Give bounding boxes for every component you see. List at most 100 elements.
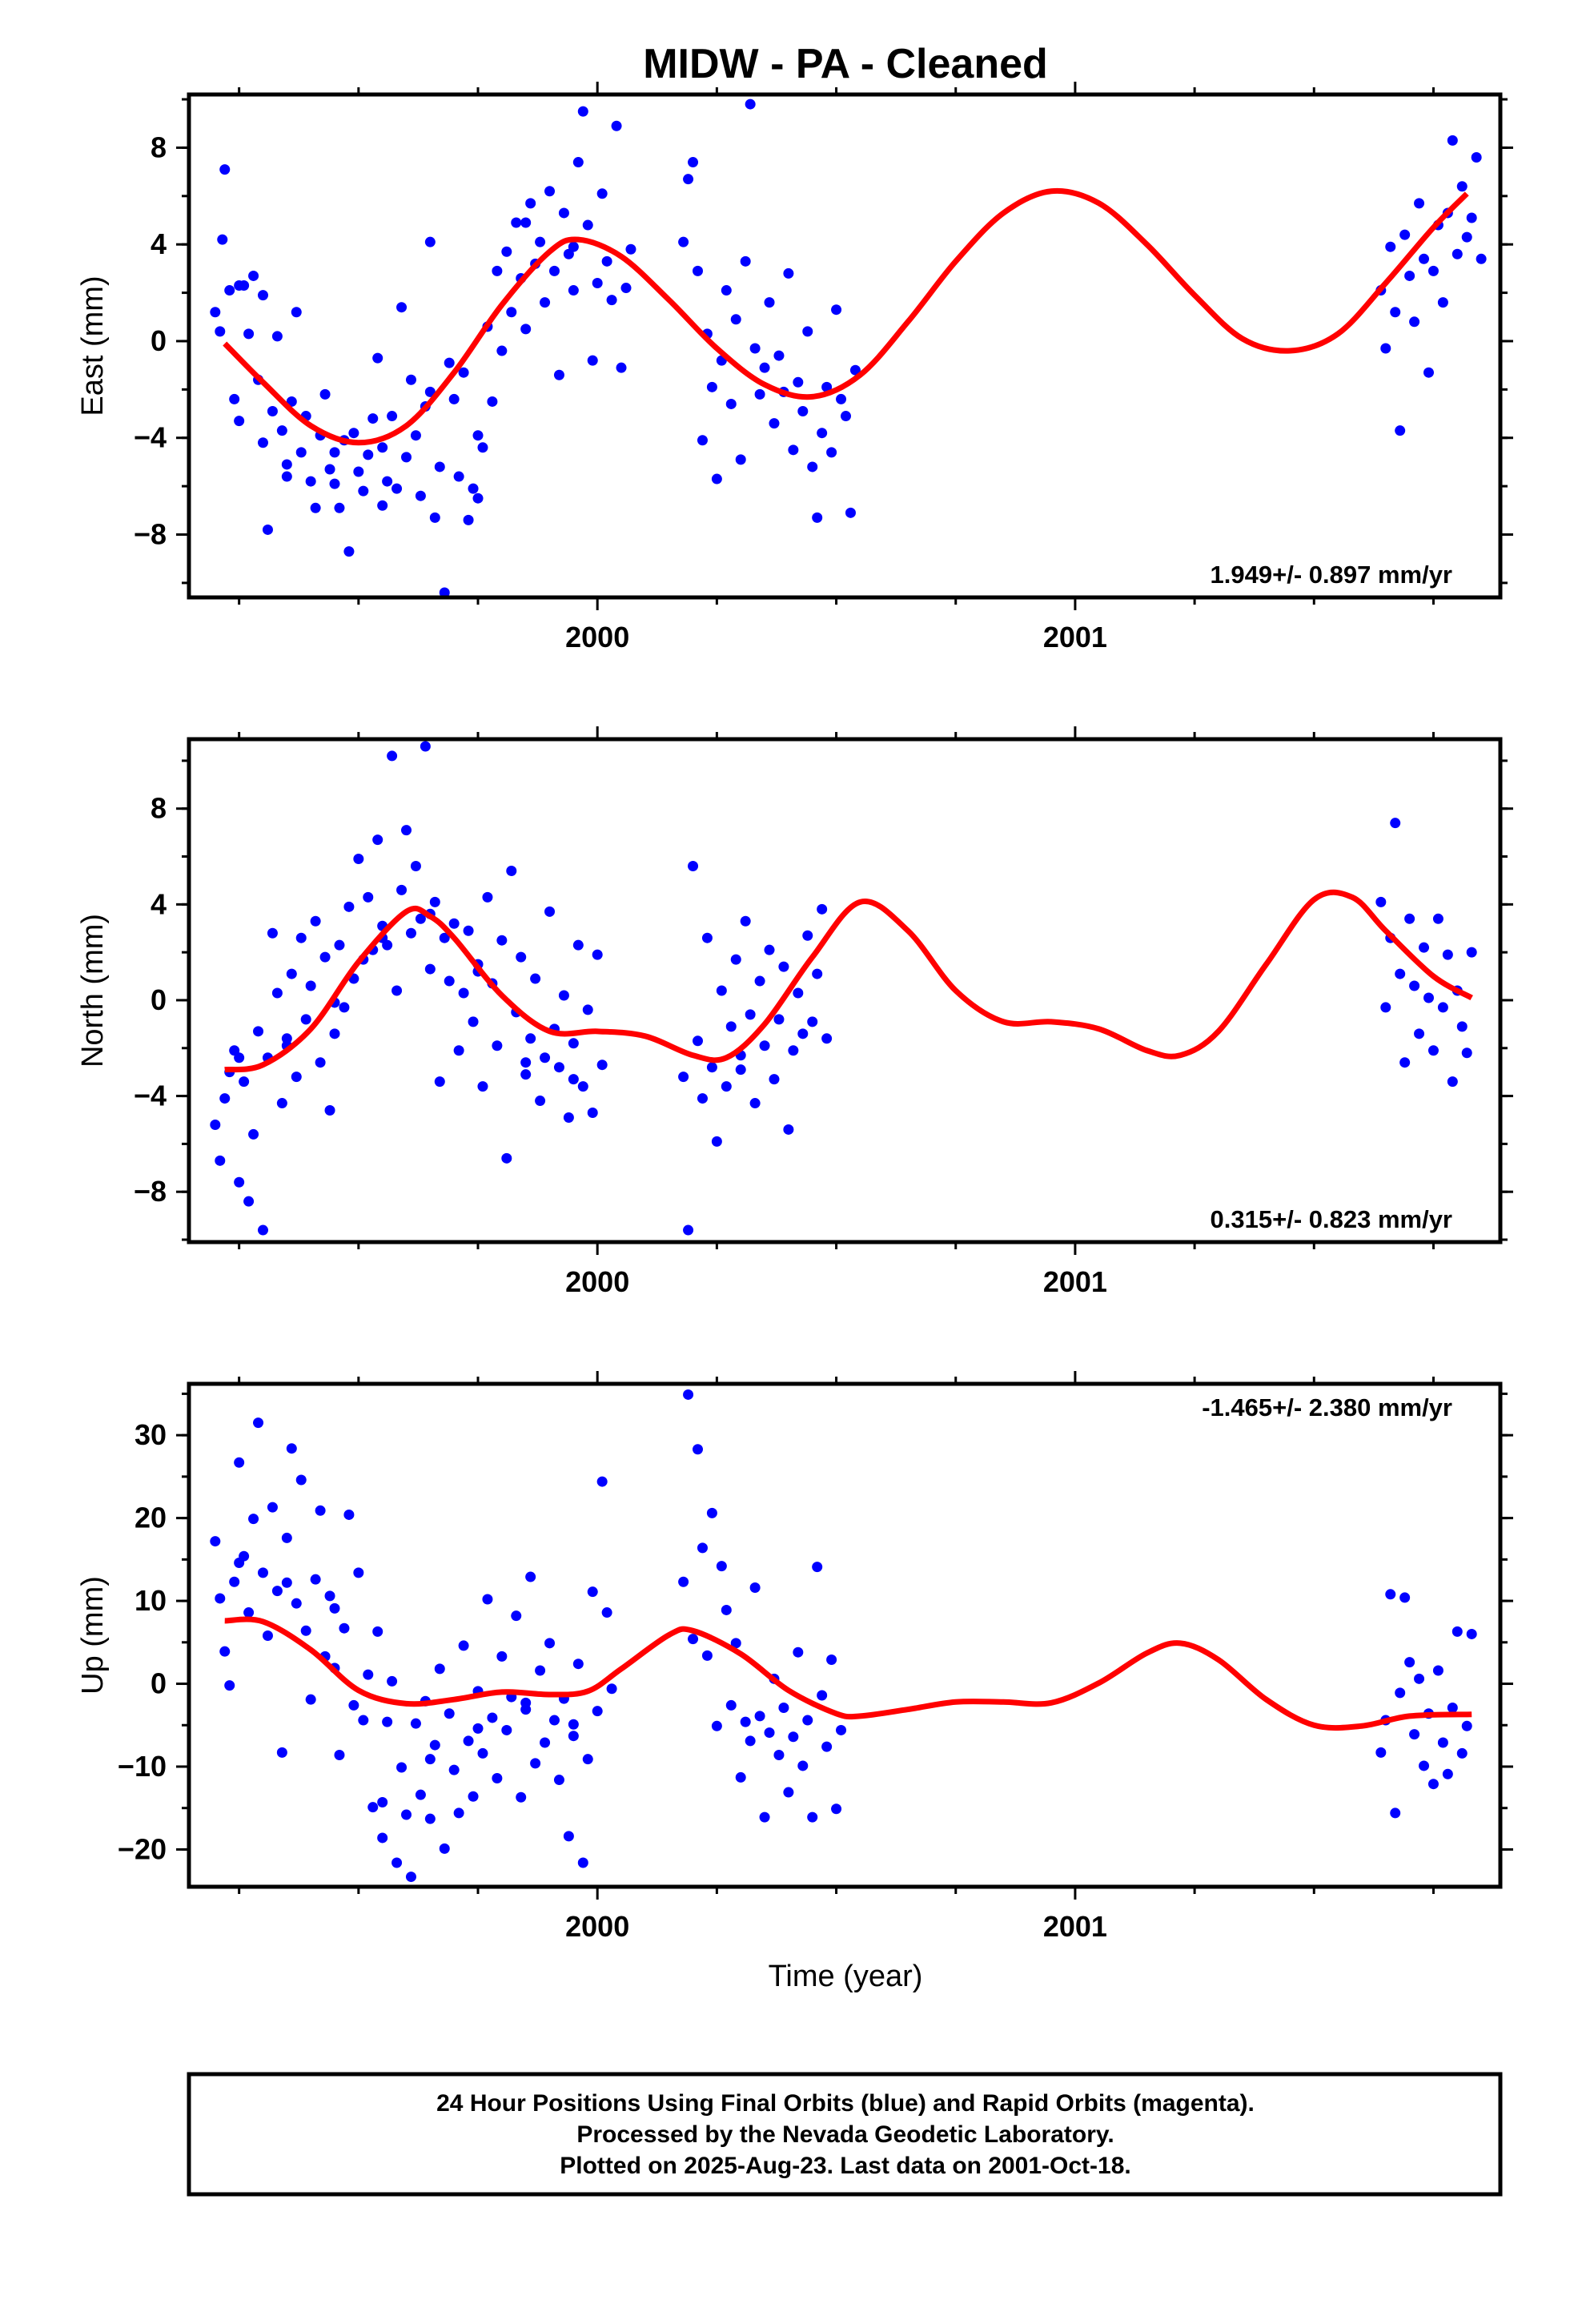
data-point [793, 987, 804, 999]
data-point [472, 1723, 484, 1734]
x-tick-label: 2000 [565, 1265, 629, 1298]
data-point [688, 157, 699, 168]
data-point [439, 1843, 450, 1854]
x-tick-label: 2001 [1043, 1265, 1107, 1298]
data-point [520, 324, 532, 335]
data-point [343, 1509, 355, 1520]
data-point [448, 918, 460, 929]
data-point [391, 1857, 403, 1868]
data-point [764, 1727, 775, 1739]
data-point [540, 1052, 551, 1063]
data-point [711, 1720, 722, 1731]
data-point [391, 483, 403, 494]
data-point [511, 1610, 522, 1622]
data-point [587, 1586, 598, 1598]
data-point [1456, 181, 1468, 192]
data-point [516, 1791, 527, 1803]
data-point [1423, 992, 1434, 1003]
data-point [1380, 1002, 1391, 1013]
data-point [730, 1638, 741, 1649]
data-point [372, 834, 383, 846]
data-point [817, 1690, 828, 1701]
data-point [802, 1715, 813, 1726]
data-point [396, 884, 408, 895]
data-point [219, 1646, 231, 1657]
data-point [276, 1747, 287, 1758]
data-point [1447, 135, 1458, 146]
data-point [448, 1764, 460, 1775]
data-point [276, 1098, 287, 1109]
data-point [826, 447, 837, 458]
data-point [706, 381, 717, 392]
data-point [1461, 1720, 1472, 1731]
data-point [295, 447, 307, 458]
data-point [448, 393, 460, 404]
data-point [693, 1035, 704, 1047]
data-point [725, 1699, 737, 1711]
data-point [1423, 367, 1434, 378]
data-point [831, 1803, 842, 1815]
data-point [778, 1703, 789, 1714]
data-point [215, 326, 226, 337]
footer-line-2: Processed by the Nevada Geodetic Laborat… [576, 2121, 1114, 2148]
data-point [520, 1069, 532, 1080]
data-point [754, 388, 765, 400]
data-point [217, 234, 228, 245]
fit-curve [224, 1616, 1472, 1731]
data-point [501, 246, 512, 257]
data-point [492, 265, 503, 276]
data-point [730, 314, 741, 325]
data-point [257, 1567, 268, 1578]
data-point [229, 393, 240, 404]
x-tick-label: 2001 [1043, 621, 1107, 653]
data-point [1461, 231, 1472, 243]
data-point [329, 478, 340, 489]
y-tick-label: 0 [151, 324, 167, 357]
y-tick-label: −10 [118, 1750, 167, 1783]
data-point [468, 483, 479, 494]
data-point [224, 285, 235, 296]
data-point [1442, 949, 1453, 960]
data-point [1399, 1592, 1411, 1603]
data-point [697, 1542, 708, 1554]
data-point [305, 980, 316, 991]
data-point [415, 1789, 426, 1800]
data-point [1456, 1747, 1468, 1759]
data-point [596, 188, 608, 199]
data-point [1427, 265, 1439, 276]
data-point [329, 447, 340, 458]
data-point [568, 1719, 579, 1730]
data-point [553, 1062, 564, 1073]
data-point [501, 1724, 512, 1735]
data-point [725, 398, 737, 409]
data-point [410, 1718, 421, 1729]
data-point [793, 376, 804, 388]
data-point [1447, 1703, 1458, 1714]
data-point [1432, 913, 1443, 924]
data-point [1452, 1626, 1463, 1637]
data-point [1404, 1657, 1415, 1668]
data-point [262, 524, 273, 535]
data-point [377, 500, 388, 511]
data-point [601, 1607, 612, 1618]
footer-box: 24 Hour Positions Using Final Orbits (bl… [187, 2072, 1503, 2197]
data-point [271, 331, 283, 342]
data-point [1399, 1057, 1411, 1068]
data-point [439, 932, 450, 943]
data-point [253, 1026, 264, 1037]
footer-frame [187, 2072, 1503, 2197]
data-point [429, 1739, 440, 1751]
data-point [1419, 942, 1430, 953]
data-point [215, 1155, 226, 1166]
data-point [568, 285, 579, 296]
y-tick-label: 30 [135, 1418, 167, 1451]
data-point [348, 428, 359, 439]
y-tick-label: −4 [134, 1080, 167, 1112]
data-point [596, 1476, 608, 1487]
data-point [291, 1072, 302, 1083]
plot-frame [187, 737, 1503, 1244]
data-point [1409, 980, 1420, 991]
y-tick-label: 0 [151, 983, 167, 1016]
data-point [759, 1811, 770, 1823]
data-point [678, 1576, 689, 1587]
